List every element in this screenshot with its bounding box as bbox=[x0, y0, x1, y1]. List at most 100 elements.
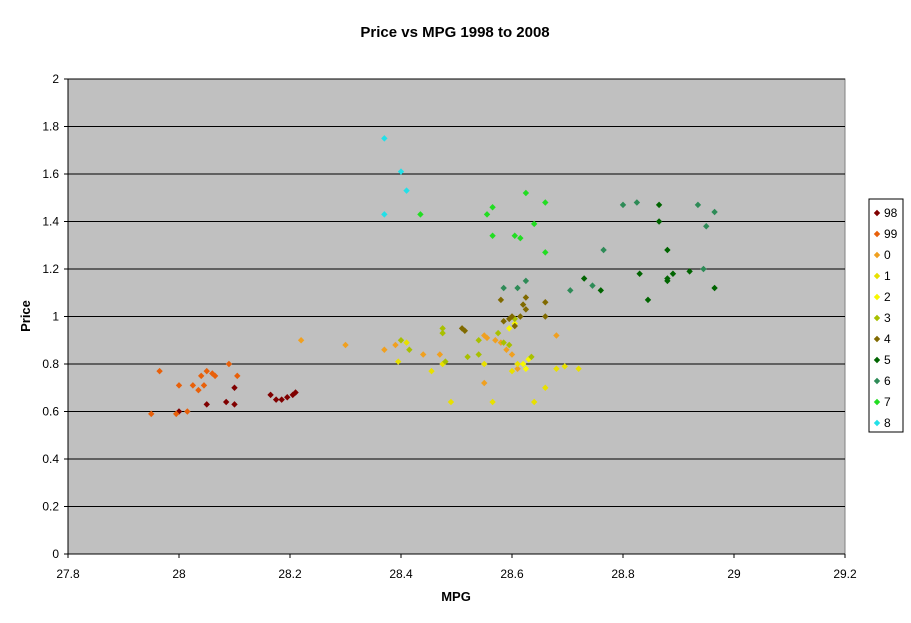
data-point bbox=[292, 389, 299, 396]
data-point bbox=[531, 220, 538, 228]
legend-label: 1 bbox=[884, 269, 891, 283]
x-tick-label: 28.6 bbox=[500, 567, 524, 581]
y-tick-label: 2 bbox=[52, 72, 59, 86]
data-point bbox=[644, 296, 652, 304]
data-point bbox=[234, 372, 241, 380]
series-2 bbox=[506, 320, 532, 372]
series-7 bbox=[417, 189, 549, 256]
legend-label: 0 bbox=[884, 248, 891, 262]
data-point bbox=[428, 367, 435, 375]
data-point bbox=[514, 365, 521, 372]
data-point bbox=[497, 296, 505, 304]
data-point bbox=[395, 358, 402, 365]
data-point bbox=[511, 315, 518, 323]
data-point bbox=[655, 218, 663, 225]
y-tick-label: 0.6 bbox=[42, 405, 59, 419]
data-point bbox=[406, 346, 413, 353]
data-point bbox=[447, 398, 455, 406]
x-tick-label: 28.4 bbox=[389, 567, 413, 581]
data-point bbox=[420, 351, 427, 358]
data-point bbox=[483, 334, 491, 342]
legend-label: 3 bbox=[884, 311, 891, 325]
series-6 bbox=[500, 199, 718, 294]
data-point bbox=[417, 211, 424, 218]
data-point bbox=[492, 337, 499, 344]
data-point bbox=[436, 351, 444, 358]
y-tick-label: 0.8 bbox=[42, 357, 59, 371]
legend-marker bbox=[873, 356, 881, 364]
data-point bbox=[267, 391, 274, 399]
data-point bbox=[711, 284, 718, 292]
data-point bbox=[522, 306, 530, 313]
legend-marker bbox=[873, 377, 881, 385]
data-point bbox=[500, 284, 507, 292]
data-point bbox=[700, 265, 707, 273]
legend-marker bbox=[873, 419, 881, 427]
data-point bbox=[489, 204, 496, 211]
data-point bbox=[703, 223, 710, 230]
y-tick-label: 0.2 bbox=[42, 500, 59, 514]
data-point bbox=[519, 301, 527, 308]
data-point bbox=[503, 346, 510, 353]
data-point bbox=[619, 201, 627, 209]
data-point bbox=[156, 367, 163, 375]
series-8 bbox=[381, 135, 410, 218]
series-3 bbox=[397, 315, 535, 365]
legend-marker bbox=[873, 230, 881, 238]
data-point bbox=[442, 358, 449, 365]
data-point bbox=[381, 135, 388, 142]
legend-marker bbox=[873, 251, 881, 259]
data-point bbox=[211, 372, 219, 380]
data-point bbox=[475, 337, 482, 344]
data-point bbox=[231, 384, 238, 391]
legend-label: 2 bbox=[884, 290, 891, 304]
data-point bbox=[381, 346, 388, 353]
chart-title: Price vs MPG 1998 to 2008 bbox=[360, 24, 549, 41]
legend-label: 99 bbox=[884, 227, 898, 241]
data-point bbox=[231, 401, 238, 408]
data-point bbox=[195, 386, 202, 394]
data-point bbox=[175, 382, 183, 389]
data-point bbox=[184, 408, 191, 415]
data-point bbox=[392, 341, 399, 349]
data-point bbox=[481, 360, 488, 368]
x-tick-label: 28.8 bbox=[611, 567, 635, 581]
legend-label: 98 bbox=[884, 206, 898, 220]
data-point bbox=[481, 379, 488, 387]
data-point bbox=[597, 287, 604, 294]
legend-marker bbox=[873, 398, 881, 406]
series-1 bbox=[395, 339, 582, 406]
data-point bbox=[483, 211, 491, 218]
legend-marker bbox=[873, 335, 881, 343]
legend-marker bbox=[873, 209, 881, 217]
x-tick-label: 28.2 bbox=[278, 567, 302, 581]
data-point bbox=[542, 313, 549, 320]
data-point bbox=[489, 398, 496, 406]
data-point bbox=[461, 327, 469, 334]
x-axis-ticks: 27.8 28 28.2 28.4 28.6 28.8 29 29.2 bbox=[56, 554, 857, 581]
data-point bbox=[489, 232, 496, 239]
data-point bbox=[508, 367, 516, 375]
legend-box bbox=[868, 198, 904, 433]
data-point bbox=[278, 396, 285, 403]
data-point bbox=[200, 382, 208, 389]
y-tick-label: 1.4 bbox=[42, 215, 59, 229]
data-point bbox=[198, 372, 205, 380]
data-point bbox=[542, 299, 549, 306]
data-point bbox=[508, 313, 516, 320]
data-point bbox=[633, 199, 641, 206]
data-point bbox=[553, 365, 560, 372]
data-point bbox=[694, 201, 702, 209]
series-0 bbox=[297, 332, 560, 387]
data-point bbox=[397, 337, 405, 344]
data-points bbox=[148, 135, 718, 418]
legend-label: 8 bbox=[884, 416, 891, 430]
data-point bbox=[225, 360, 233, 368]
data-point bbox=[686, 268, 693, 275]
data-point bbox=[475, 351, 482, 358]
data-point bbox=[542, 199, 549, 206]
data-point bbox=[711, 208, 718, 216]
data-point bbox=[494, 329, 502, 337]
data-point bbox=[500, 339, 507, 346]
